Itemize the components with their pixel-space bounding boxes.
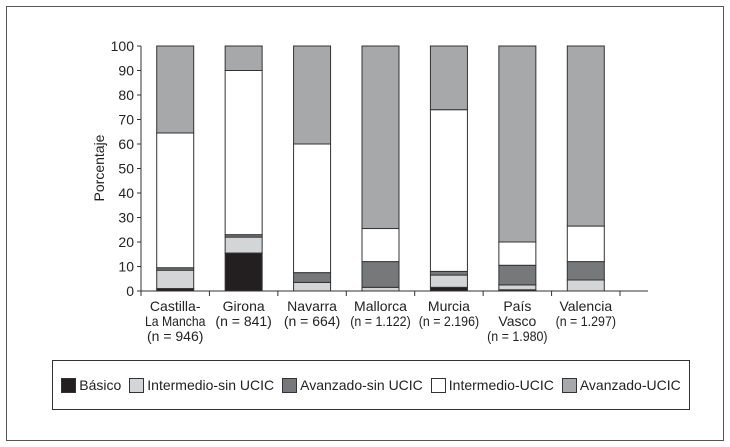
legend-swatch xyxy=(282,377,298,393)
bar-segment xyxy=(498,45,537,243)
bar-segment xyxy=(429,270,468,276)
bar-segment xyxy=(156,132,195,269)
y-tick-label: 20 xyxy=(118,234,134,250)
x-tick-label: Murcia xyxy=(428,298,470,314)
bar-segment xyxy=(429,286,468,292)
x-tick-label: La Mancha xyxy=(145,313,206,329)
legend-item: Intermedio-sin UCIC xyxy=(129,377,274,393)
y-tick-label: 40 xyxy=(118,185,134,201)
bar-segment xyxy=(429,45,468,111)
legend-label: Intermedio-UCIC xyxy=(448,377,554,393)
bar-segment xyxy=(361,228,400,263)
legend-item: Básico xyxy=(61,377,121,393)
y-tick-label: 100 xyxy=(111,38,135,54)
bar-segment xyxy=(361,45,400,230)
legend-item: Avanzado-sin UCIC xyxy=(282,377,423,393)
legend: Básico Intermedio-sin UCIC Avanzado-sin UC… xyxy=(52,360,690,410)
bar-segment xyxy=(293,272,332,283)
y-tick-label: 10 xyxy=(118,259,134,275)
legend-swatch xyxy=(129,377,145,393)
x-tick-label: (n = 841) xyxy=(215,313,271,329)
x-tick-label: (n = 2.196) xyxy=(419,313,479,329)
legend-swatch xyxy=(561,377,577,393)
y-tick-label: 90 xyxy=(118,63,134,79)
legend-item: Intermedio-UCIC xyxy=(430,377,554,393)
y-tick-label: 30 xyxy=(118,210,134,226)
bar-segment xyxy=(293,143,332,274)
bar-segment xyxy=(156,45,195,134)
bar-segment xyxy=(566,225,605,263)
bar-segment xyxy=(293,45,332,145)
x-tick-label: (n = 946) xyxy=(147,328,203,344)
y-tick-label: 80 xyxy=(118,87,134,103)
bar-segment xyxy=(224,236,263,254)
bar-segment xyxy=(361,286,400,292)
bar-segment xyxy=(224,70,263,236)
bar-segment xyxy=(498,264,537,286)
legend-swatch xyxy=(430,377,446,393)
y-tick-label: 60 xyxy=(118,136,134,152)
bar-segment xyxy=(156,269,195,290)
x-tick-label: Vasco xyxy=(498,313,536,329)
legend-item: Avanzado-UCIC xyxy=(561,377,681,393)
bar-segment xyxy=(224,252,263,292)
x-tick-label: País xyxy=(503,298,531,314)
bar-segment xyxy=(361,261,400,288)
x-tick-label: (n = 1.122) xyxy=(350,313,410,329)
bar-segment xyxy=(429,274,468,288)
bar-segment xyxy=(498,241,537,266)
x-tick-label: (n = 1.980) xyxy=(487,328,547,344)
legend-swatch xyxy=(61,377,77,393)
bar-segment xyxy=(224,45,263,71)
x-tick-label: Castilla- xyxy=(150,298,201,314)
legend-label: Básico xyxy=(79,377,122,393)
x-tick-label: Valencia xyxy=(559,298,612,314)
x-tick-label: (n = 664) xyxy=(284,313,340,329)
bar-segment xyxy=(566,279,605,292)
bar-segment xyxy=(293,281,332,292)
x-tick-label: Navarra xyxy=(287,298,337,314)
bar-segment xyxy=(498,284,537,291)
y-axis-label: Porcentaje xyxy=(91,134,107,201)
legend-label: Avanzado-sin UCIC xyxy=(300,377,423,393)
legend-label: Avanzado-UCIC xyxy=(579,377,681,393)
bar-segment xyxy=(566,261,605,281)
x-tick-label: (n = 1.297) xyxy=(556,313,616,329)
bar-segment xyxy=(429,109,468,272)
y-tick-label: 70 xyxy=(118,112,134,128)
x-tick-label: Girona xyxy=(223,298,265,314)
y-tick-label: 50 xyxy=(118,161,134,177)
x-tick-label: Mallorca xyxy=(354,298,407,314)
legend-label: Intermedio-sin UCIC xyxy=(147,377,275,393)
bar-segment xyxy=(566,45,605,227)
y-tick-label: 0 xyxy=(126,283,134,299)
